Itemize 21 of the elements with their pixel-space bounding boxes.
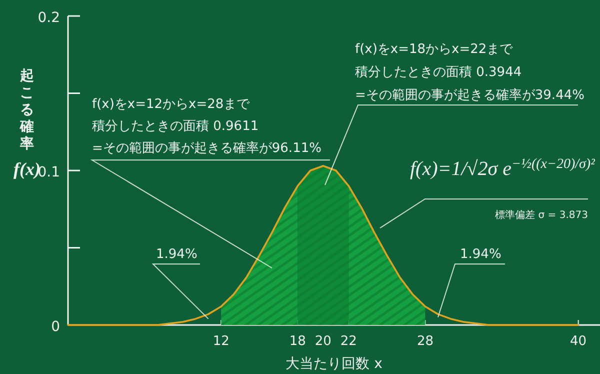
annotation: 積分したときの面積 0.3944 bbox=[355, 65, 522, 80]
x-axis-title: 大当たり回数 x bbox=[286, 356, 382, 372]
y-axis-title: 起こる確率 f(x) bbox=[14, 68, 40, 179]
annotation: 1.94% bbox=[460, 247, 502, 262]
y-tick-label: 0.1 bbox=[38, 164, 60, 180]
annotation: =その範囲の事が起きる確率が39.44% bbox=[355, 87, 584, 103]
x-tick-label: 28 bbox=[416, 334, 434, 349]
annotation: f(x)=1/√2σ e$^{−½((x−20)/σ)²}$ bbox=[410, 156, 596, 180]
annotation: f(x)をx=18からx=22まで bbox=[355, 42, 514, 57]
y-tick-label: 0 bbox=[51, 319, 60, 335]
x-tick-label: 40 bbox=[570, 334, 587, 349]
x-tick-label: 22 bbox=[340, 334, 357, 349]
annotation: 1.94% bbox=[156, 247, 198, 262]
x-tick-label: 12 bbox=[212, 334, 230, 349]
x-tick-label: 18 bbox=[289, 334, 306, 349]
annotation: 積分したときの面積 0.9611 bbox=[92, 119, 259, 134]
x-tick-label: 20 bbox=[314, 334, 332, 349]
y-tick-label: 0.2 bbox=[38, 10, 60, 26]
annotation: =その範囲の事が起きる確率が96.11% bbox=[92, 140, 322, 156]
annotation: 標準偏差 σ = 3.873 bbox=[495, 209, 588, 221]
annotation: f(x)をx=12からx=28まで bbox=[92, 97, 251, 112]
